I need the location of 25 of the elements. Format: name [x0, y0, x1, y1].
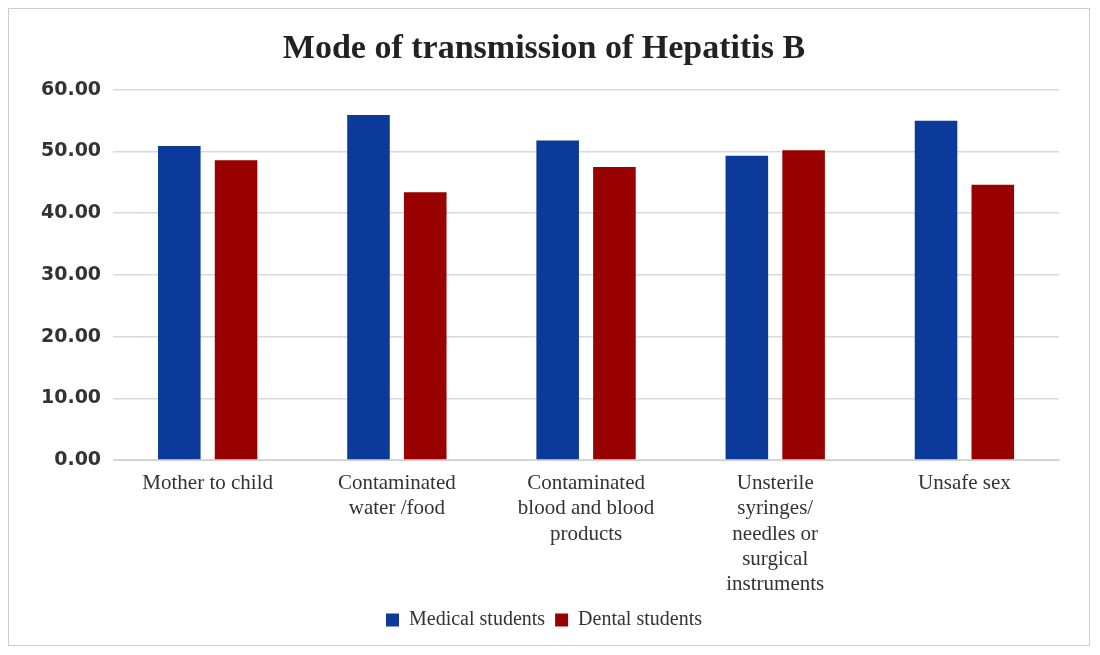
- y-tick-label: 60.00: [40, 76, 102, 99]
- x-tick-label: Contaminated blood and blood products: [517, 470, 655, 545]
- y-tick-label: 50.00: [40, 138, 102, 161]
- bar: [347, 115, 390, 460]
- chart-title: Mode of transmission of Hepatitis B: [282, 28, 806, 66]
- y-tick-label: 40.00: [40, 200, 102, 223]
- y-tick-label: 30.00: [40, 261, 102, 284]
- legend-label: Medical students: [409, 607, 546, 630]
- bar: [782, 150, 825, 460]
- y-tick-label: 10.00: [40, 385, 102, 408]
- legend-label: Dental students: [578, 607, 703, 630]
- x-tick-label: Mother to child: [142, 470, 274, 495]
- x-tick-label: Unsterile syringes/ needles or surgical instruments: [726, 470, 825, 595]
- x-tick-label: Contaminated water /food: [337, 470, 457, 520]
- y-tick-label: 0.00: [54, 446, 102, 469]
- bar: [214, 160, 258, 460]
- x-tick-label: Unsafe sex: [918, 470, 1012, 495]
- y-tick-label: 20.00: [40, 323, 102, 346]
- bar: [971, 184, 1015, 460]
- bar: [158, 145, 201, 460]
- bar: [536, 140, 579, 460]
- bar: [403, 192, 447, 460]
- bar: [725, 155, 769, 460]
- bar: [914, 120, 958, 460]
- bar: [593, 166, 636, 460]
